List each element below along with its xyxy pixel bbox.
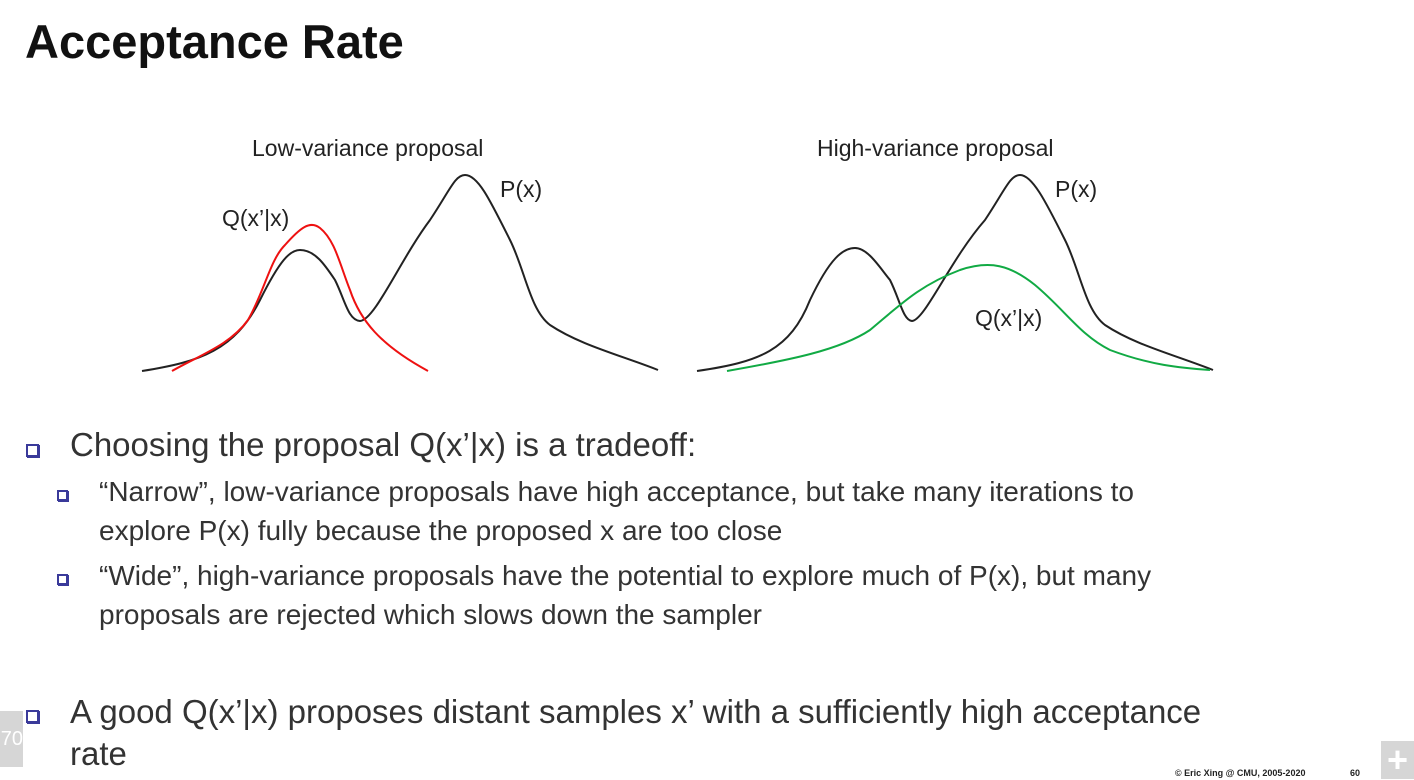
sub-bullet-1-line1: “Narrow”, low-variance proposals have hi… <box>99 473 1134 511</box>
p-curve-right <box>696 173 1214 372</box>
highlight-high-acceptance: high acceptance, <box>586 476 798 507</box>
p-curve-left <box>141 173 659 372</box>
page-number: 60 <box>1350 768 1361 778</box>
text: but take <box>797 476 913 507</box>
p-label-right: P(x) <box>1055 176 1098 202</box>
text: to <box>1102 476 1135 507</box>
plus-button[interactable]: + <box>1381 741 1414 779</box>
q-label-left: Q(x’|x) <box>222 205 290 231</box>
p-label-left: P(x) <box>500 176 543 202</box>
sub-bullet-2-line2: proposals are rejected which slows down … <box>99 599 762 630</box>
bullet-icon <box>26 444 39 457</box>
bullet-icon <box>57 490 68 501</box>
bullet-icon <box>26 710 39 723</box>
highlight-low-variance: low-variance <box>223 476 381 507</box>
high-variance-title: High-variance proposal <box>817 135 1054 161</box>
bullet-2-line1: A good Q(x’|x) proposes distant samples … <box>70 693 1202 730</box>
slide-counter[interactable]: 70 <box>0 711 23 767</box>
q-curve-low <box>171 223 429 372</box>
text: proposals have <box>380 476 587 507</box>
highlight-many-iterations: many iterations <box>913 476 1103 507</box>
bullet-icon <box>57 574 68 585</box>
q-label-right: Q(x’|x) <box>975 305 1043 331</box>
bullet-1-text: Choosing the proposal Q(x’|x) is a trade… <box>70 426 697 463</box>
q-curve-high <box>726 264 1211 372</box>
low-variance-title: Low-variance proposal <box>252 135 484 161</box>
bullet-2-line2: rate <box>70 735 127 772</box>
proposal-figure <box>141 173 1214 372</box>
sub-bullet-1-line2: explore P(x) fully because the proposed … <box>99 515 783 546</box>
text: “Narrow”, <box>99 476 224 507</box>
sub-bullet-2-line1: “Wide”, high-variance proposals have the… <box>99 560 1152 591</box>
slide-title: Acceptance Rate <box>25 15 404 68</box>
copyright: © Eric Xing @ CMU, 2005-2020 <box>1175 768 1306 778</box>
